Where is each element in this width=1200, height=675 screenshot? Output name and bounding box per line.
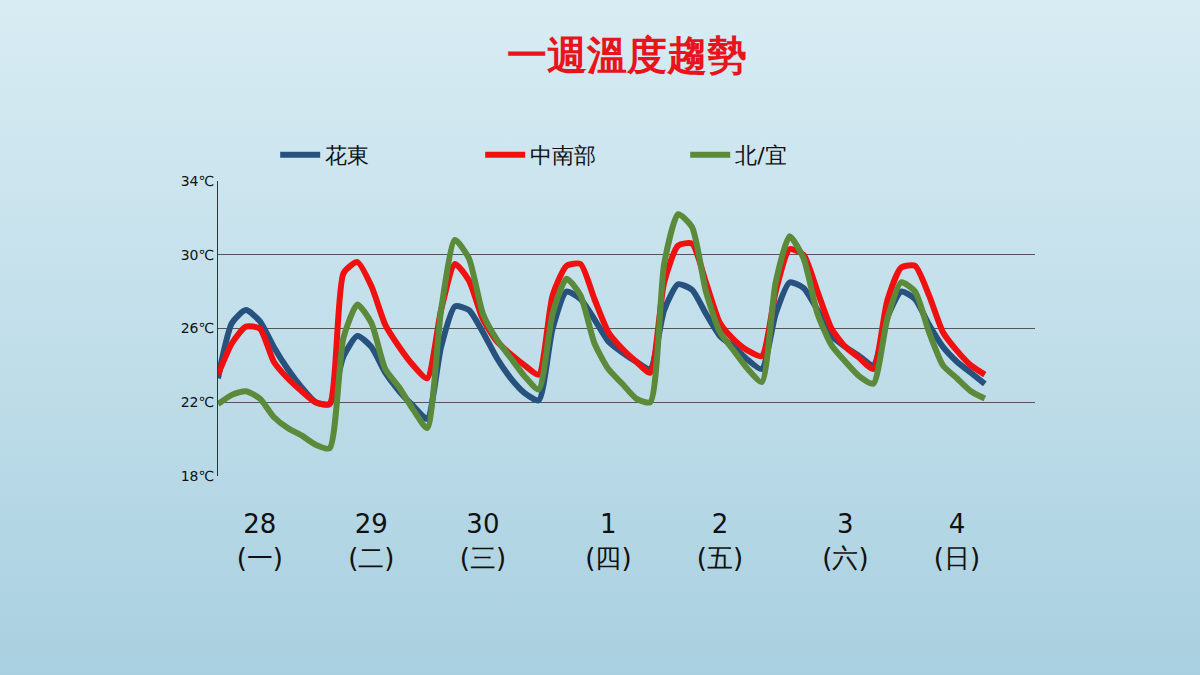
svg-text:1(四): 1(四)	[585, 509, 631, 573]
svg-text:18℃: 18℃	[181, 468, 215, 484]
svg-text:3(六): 3(六)	[822, 509, 868, 573]
svg-text:2(五): 2(五)	[697, 509, 743, 573]
svg-text:花東: 花東	[325, 143, 369, 168]
svg-text:29(二): 29(二)	[348, 509, 394, 573]
svg-text:中南部: 中南部	[530, 143, 596, 168]
svg-text:4(日): 4(日)	[934, 509, 980, 573]
svg-text:28(一): 28(一)	[237, 509, 283, 573]
svg-text:北/宜: 北/宜	[735, 143, 786, 168]
svg-text:26℃: 26℃	[181, 320, 215, 336]
svg-text:30℃: 30℃	[181, 247, 215, 263]
svg-text:34℃: 34℃	[181, 173, 215, 189]
svg-text:一週溫度趨勢: 一週溫度趨勢	[507, 32, 747, 78]
svg-text:30(三): 30(三)	[460, 509, 506, 573]
svg-text:22℃: 22℃	[181, 394, 215, 410]
